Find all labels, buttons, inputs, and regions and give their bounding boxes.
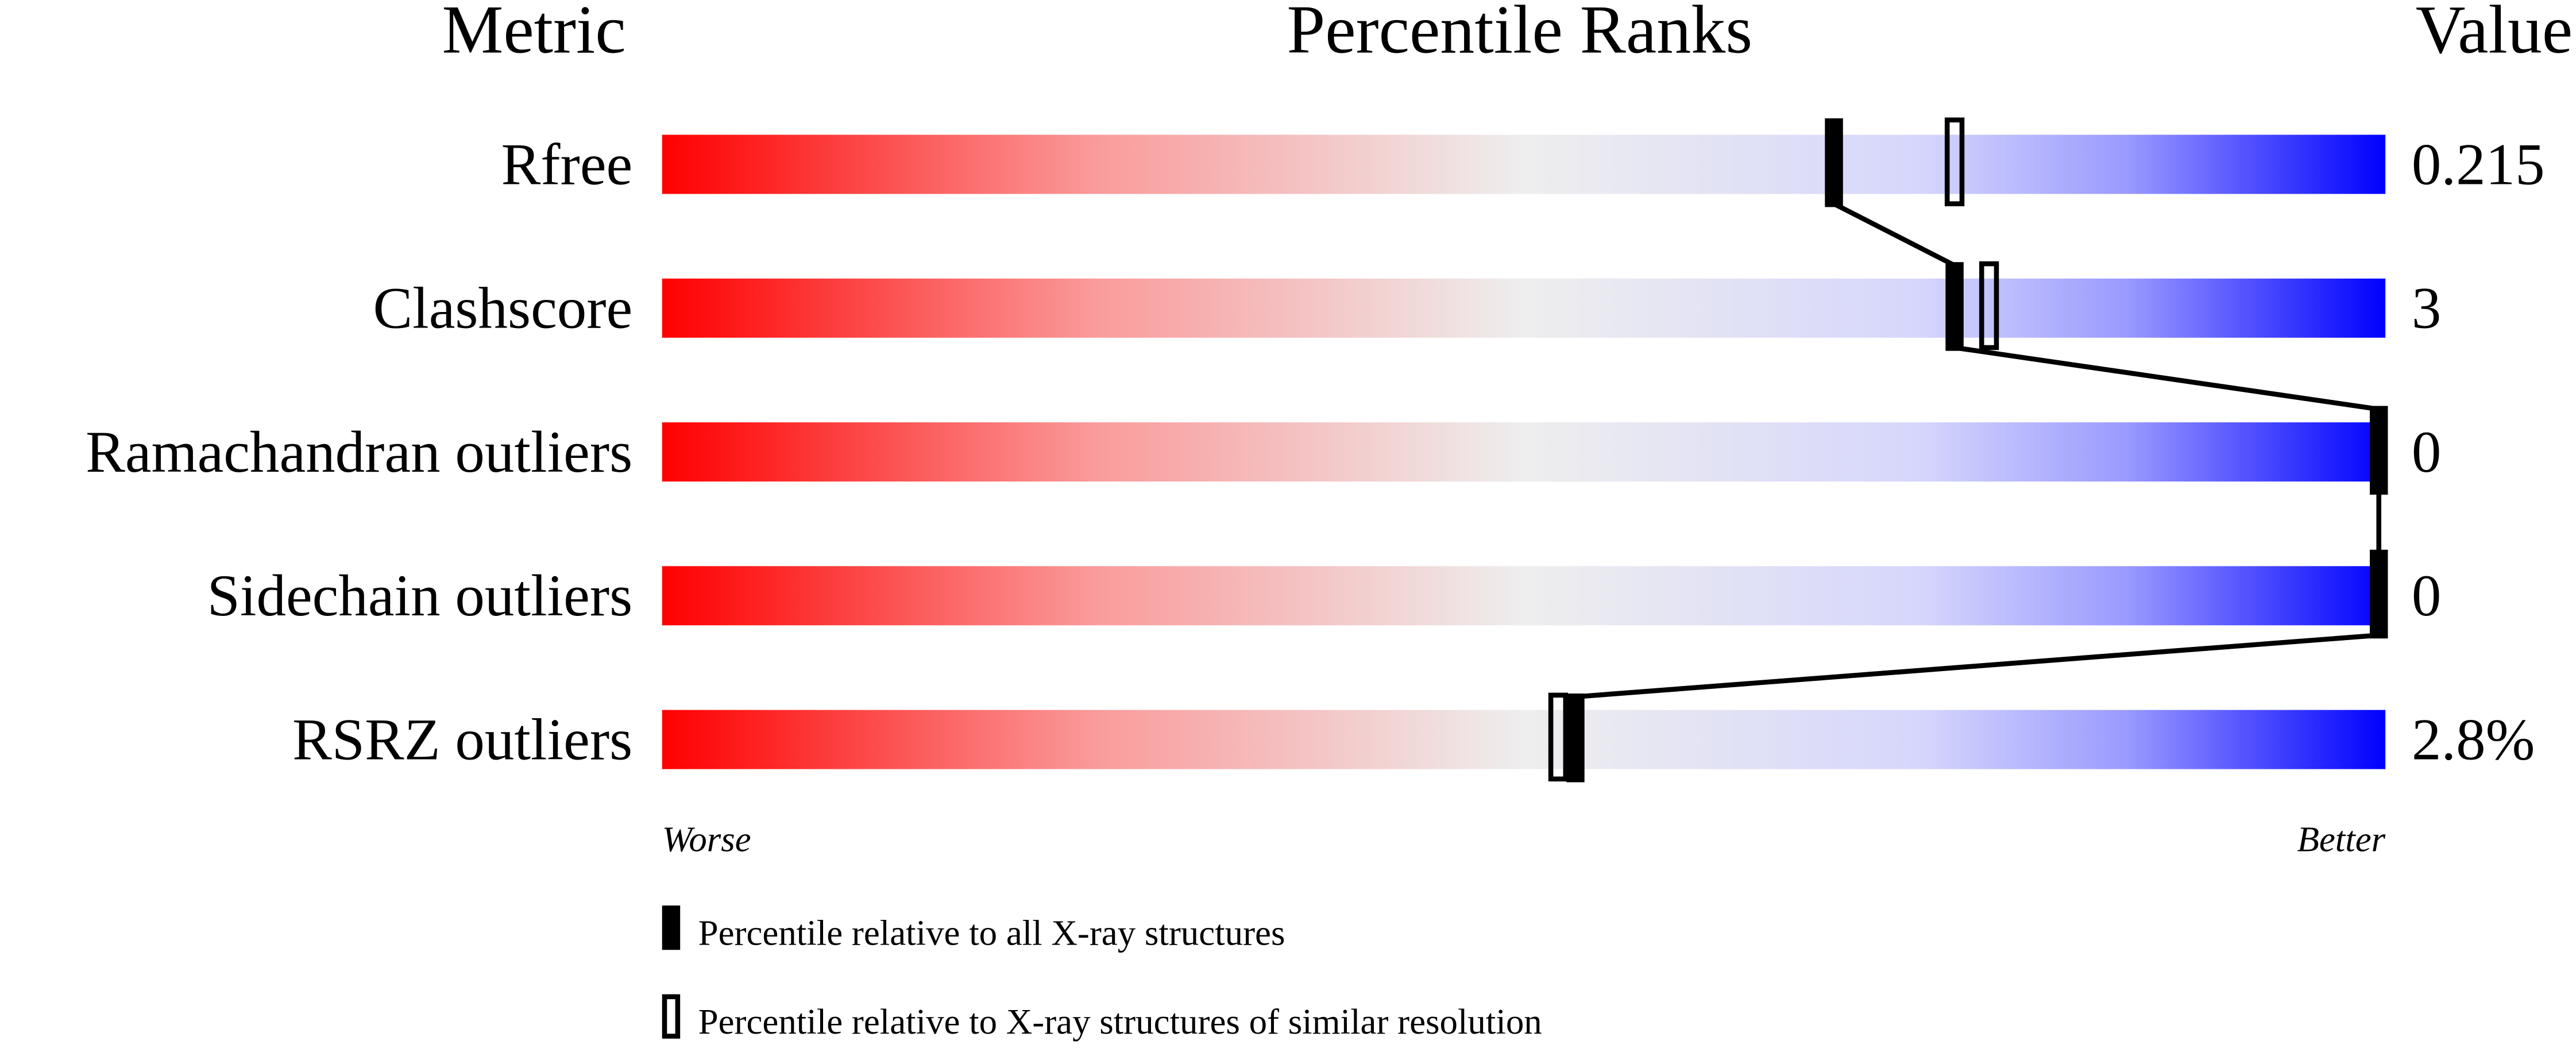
connector-line [1954,345,2380,412]
header-metric: Metric [442,0,626,68]
metric-value: 0 [2412,563,2441,629]
similar-resolution-marker [1548,692,1569,782]
worse-label: Worse [662,819,751,860]
better-label: Better [2297,819,2385,860]
metric-label: Ramachandran outliers [86,419,632,485]
header-value: Value [2416,0,2573,68]
metric-value: 3 [2412,276,2441,341]
all-structures-marker [1945,262,1964,351]
all-structures-marker [1825,118,1843,207]
metric-label: Sidechain outliers [207,563,633,629]
percentile-bar [662,134,2386,194]
similar-resolution-marker [1944,117,1965,206]
percentile-bar [662,422,2386,482]
legend-filled-marker [662,906,681,950]
metric-label: Clashscore [373,276,632,341]
connector-line [1833,201,1956,268]
similar-resolution-marker [1979,261,1999,350]
all-structures-marker [2369,549,2388,639]
header-percentile-ranks: Percentile Ranks [1287,0,1752,68]
all-structures-marker [2369,406,2388,495]
connector-line [1575,633,2380,700]
percentile-bar [662,278,2386,338]
all-structures-marker [1566,693,1585,783]
metric-value: 0 [2412,419,2441,485]
metric-label: Rfree [501,132,633,197]
metric-value: 2.8% [2412,707,2535,772]
metric-value: 0.215 [2412,132,2545,197]
legend-open-marker [662,994,681,1039]
percentile-bar [662,710,2386,769]
legend-open-label: Percentile relative to X-ray structures … [698,1001,1542,1042]
legend-filled-label: Percentile relative to all X-ray structu… [698,913,1285,953]
percentile-bar [662,566,2386,626]
metric-label: RSRZ outliers [292,707,632,772]
